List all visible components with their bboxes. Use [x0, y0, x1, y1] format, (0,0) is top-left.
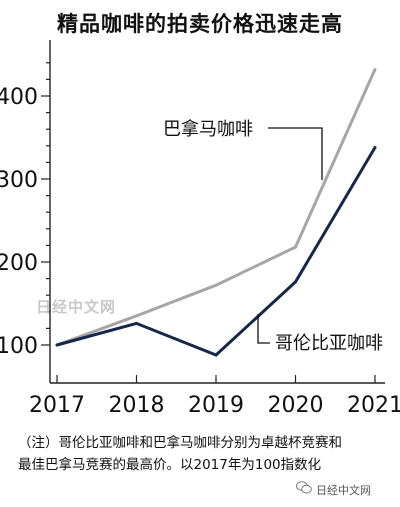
chart-title: 精品咖啡的拍卖价格迅速走高: [57, 12, 343, 36]
chart-note: （注）哥伦比亚咖啡和巴拿马咖啡分别为卓越杯竞赛和 最佳巴拿马竞赛的最高价。以20…: [18, 432, 388, 476]
footer-brand: 日经中文网: [316, 484, 371, 497]
data-point: [135, 314, 138, 318]
x-tick-label: 2019: [188, 393, 244, 418]
y-tick-label: 400: [0, 85, 38, 110]
y-tick-label: 100: [0, 334, 38, 359]
x-tick-label: 2017: [29, 393, 85, 418]
data-point: [373, 67, 377, 71]
y-tick-label: 200: [0, 251, 38, 276]
y-tick-label: 300: [0, 168, 38, 193]
watermark: 日经中文网: [36, 298, 117, 316]
data-point: [294, 280, 297, 284]
leader-line-colombia: [257, 314, 270, 344]
note-line-1: （注）哥伦比亚咖啡和巴拿马咖啡分别为卓越杯竞赛和: [18, 435, 342, 451]
x-tick-label: 2020: [268, 393, 324, 418]
note-line-2: 最佳巴拿马竞赛的最高价。以2017年为100指数化: [18, 457, 322, 473]
data-point: [214, 283, 218, 287]
data-point: [214, 353, 218, 357]
data-point: [55, 343, 59, 347]
wechat-icon: [296, 481, 312, 494]
x-tick-label: 2018: [109, 393, 165, 418]
series-label-panama: 巴拿马咖啡: [163, 118, 253, 140]
data-point: [294, 245, 297, 249]
data-point: [373, 145, 377, 149]
data-point: [135, 321, 138, 325]
x-tick-label: 2021: [347, 393, 400, 418]
leader-line-panama: [268, 127, 323, 180]
series-label-colombia: 哥伦比亚咖啡: [275, 333, 383, 354]
